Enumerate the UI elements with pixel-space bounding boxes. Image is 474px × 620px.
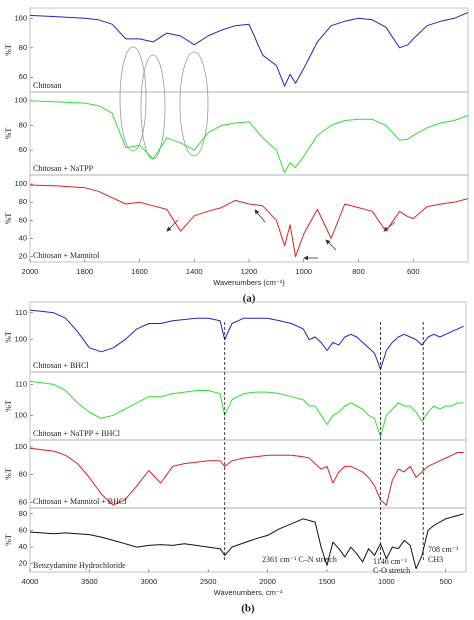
- spectrum-line: [29, 309, 464, 370]
- series-label-box: Chitosan + NaTPP + BHCl: [33, 429, 120, 438]
- panel-label: (a): [243, 293, 256, 305]
- y-tick-label: 100: [14, 179, 27, 188]
- y-tick-label: 80: [19, 509, 27, 518]
- annotation: CH3: [428, 555, 443, 564]
- series-label: Chitosan + BHCl: [33, 361, 89, 370]
- y-axis-label: %T: [4, 331, 13, 343]
- y-tick-label: 60: [19, 145, 27, 154]
- x-tick-label: 3500: [81, 577, 98, 586]
- x-tick-label: 1000: [378, 577, 395, 586]
- y-tick-label: 60: [19, 497, 27, 506]
- y-tick-label: 100: [14, 335, 27, 344]
- x-axis-label: Wavenumbers (cm⁻¹): [213, 278, 285, 287]
- y-axis-label: %T: [4, 400, 13, 412]
- x-tick-label: 500: [440, 577, 453, 586]
- y-axis-label: %T: [4, 468, 13, 480]
- ellipse: [119, 46, 147, 152]
- x-tick-label: 600: [407, 267, 420, 276]
- y-tick-label: 110: [15, 379, 27, 388]
- plot-frame: [29, 507, 467, 573]
- spectrum-line: [29, 380, 464, 438]
- series-label-box: Chitosan: [33, 81, 62, 90]
- x-tick-label: 4000: [22, 577, 39, 586]
- annotation: C-O stretch: [373, 566, 410, 575]
- spectrum-line: [29, 513, 464, 570]
- series-label: Chitosan + NaTPP + BHCl: [33, 429, 120, 438]
- y-tick-label: 60: [19, 215, 27, 224]
- series-label: Chitosan: [33, 81, 62, 90]
- series-label-box: Benzydamine Hydrochloride: [33, 561, 126, 570]
- x-tick-label: 1500: [319, 577, 336, 586]
- spectrum-line: [29, 100, 469, 173]
- series-label-box: Chitosan + BHCl: [33, 361, 89, 370]
- spectrum-line: [29, 447, 464, 506]
- x-tick-label: 2000: [259, 577, 276, 586]
- y-tick-label: 40: [19, 233, 27, 242]
- annotation: 1146 cm⁻¹: [373, 557, 408, 566]
- y-tick-label: 100: [14, 96, 27, 105]
- series-label: Chitosan + Mannitol: [33, 251, 100, 260]
- series-label-box: Chitosan + Mannitol + BHCl: [33, 497, 127, 506]
- y-tick-label: 100: [14, 13, 27, 22]
- spectrum-line: [29, 184, 469, 258]
- x-tick-label: 2500: [200, 577, 217, 586]
- x-tick-label: 1200: [241, 267, 258, 276]
- y-tick-label: 80: [19, 43, 27, 52]
- x-tick-label: 3000: [140, 577, 157, 586]
- x-tick-label: 1400: [186, 267, 203, 276]
- y-tick-label: 60: [19, 525, 27, 534]
- arrow: [254, 209, 266, 223]
- y-axis-label: %T: [4, 128, 13, 140]
- ellipse: [179, 51, 209, 157]
- x-tick-label: 1800: [76, 267, 93, 276]
- panel-label: (b): [241, 603, 255, 615]
- y-tick-label: 20: [19, 252, 27, 261]
- y-tick-label: 80: [19, 120, 27, 129]
- y-axis-label: %T: [4, 44, 13, 56]
- series-label: Chitosan + Mannitol + BHCl: [33, 497, 127, 506]
- arrow: [325, 239, 337, 251]
- y-tick-label: 20: [19, 559, 27, 568]
- x-tick-label: 1600: [131, 267, 148, 276]
- y-axis-label: %T: [4, 213, 13, 225]
- annotation: 708 cm⁻¹: [428, 545, 459, 554]
- y-tick-label: 80: [19, 470, 27, 479]
- annotation: 2361 cm⁻¹ C–N stretch: [262, 555, 337, 564]
- arrow: [166, 219, 179, 232]
- x-tick-label: 2000: [22, 267, 39, 276]
- x-tick-label: 1000: [295, 267, 312, 276]
- series-label-box: Chitosan + NaTPP: [33, 164, 94, 173]
- y-tick-label: 40: [19, 542, 27, 551]
- y-tick-label: 60: [19, 72, 27, 81]
- spectrum-line: [29, 11, 469, 87]
- y-tick-label: 100: [14, 442, 27, 451]
- y-tick-label: 80: [19, 197, 27, 206]
- arrows: [166, 209, 396, 261]
- series-label: Benzydamine Hydrochloride: [33, 561, 126, 570]
- series-label: Chitosan + NaTPP: [33, 164, 94, 173]
- y-axis-label: %T: [4, 534, 13, 546]
- x-tick-label: 800: [352, 267, 365, 276]
- series-label-box: Chitosan + Mannitol: [33, 251, 100, 260]
- x-axis-label: Wavenumbers, cm⁻¹: [214, 588, 283, 597]
- y-tick-label: 100: [14, 410, 27, 419]
- y-tick-label: 110: [15, 308, 27, 317]
